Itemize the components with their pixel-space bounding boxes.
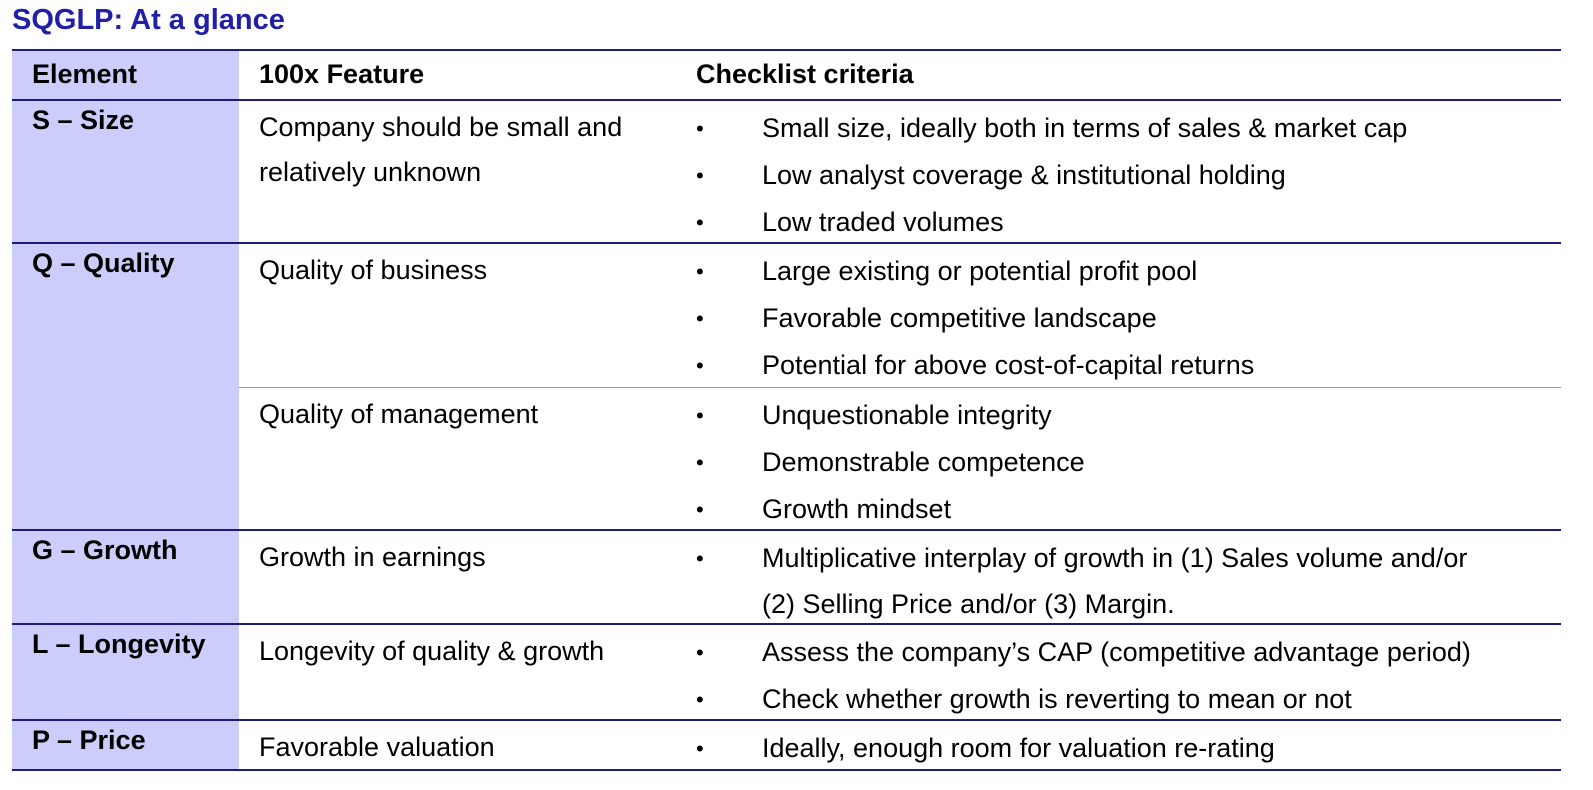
table-row-quality: Quality of business • Large existing or p… — [12, 242, 1561, 529]
criteria-item: • Favorable competitive landscape — [696, 295, 1561, 342]
criteria-item: • Large existing or potential profit pool — [696, 248, 1561, 295]
bullet-icon: • — [696, 306, 704, 331]
bullet-icon: • — [696, 210, 704, 235]
criteria-text: Low analyst coverage & institutional hol… — [762, 160, 1286, 190]
criteria-item: • Check whether growth is reverting to me… — [696, 676, 1561, 723]
criteria-list: • Small size, ideally both in terms of sa… — [696, 105, 1561, 246]
bullet-icon: • — [696, 163, 704, 188]
row-content-area: Company should be small and relatively u… — [239, 101, 1561, 242]
row-content-area: Favorable valuation • Ideally, enough roo… — [239, 721, 1561, 769]
criteria-list: • Assess the company’s CAP (competitive a… — [696, 629, 1561, 723]
criteria-list: • Unquestionable integrity • Demonstrable … — [696, 392, 1561, 533]
element-label: P – Price — [32, 725, 146, 755]
table-row-size: Company should be small and relatively u… — [12, 99, 1561, 242]
criteria-item: • Growth mindset — [696, 486, 1561, 533]
criteria-text: Check whether growth is reverting to mea… — [762, 684, 1352, 714]
bullet-icon: • — [696, 403, 704, 428]
criteria-item: • Multiplicative interplay of growth in (… — [696, 535, 1476, 627]
element-label: Q – Quality — [32, 248, 175, 278]
feature-text: Quality of management — [259, 399, 539, 429]
element-label: S – Size — [32, 105, 135, 135]
criteria-text: Ideally, enough room for valuation re-ra… — [762, 733, 1275, 763]
feature-text: Growth in earnings — [259, 542, 486, 572]
bullet-icon: • — [696, 546, 704, 571]
table-row-growth: Growth in earnings • Multiplicative inter… — [12, 529, 1561, 623]
criteria-item: • Potential for above cost-of-capital ret… — [696, 342, 1561, 389]
header-criteria: Checklist criteria — [696, 59, 914, 89]
header-element: Element — [32, 59, 138, 89]
criteria-item: • Low traded volumes — [696, 199, 1561, 246]
bullet-icon: • — [696, 116, 704, 141]
header-feature: 100x Feature — [259, 59, 425, 89]
criteria-text: Growth mindset — [762, 494, 952, 524]
criteria-text: Low traded volumes — [762, 207, 1004, 237]
header-content-area — [239, 51, 1561, 99]
feature-text: Quality of business — [259, 255, 488, 285]
criteria-item: • Unquestionable integrity — [696, 392, 1561, 439]
criteria-list: • Multiplicative interplay of growth in (… — [696, 535, 1561, 627]
row-content-area: Growth in earnings • Multiplicative inter… — [239, 531, 1561, 623]
sqglp-table: Element 100x Feature Checklist criteria … — [12, 49, 1561, 771]
criteria-item: • Low analyst coverage & institutional ho… — [696, 152, 1561, 199]
table-header-row: Element 100x Feature Checklist criteria — [12, 51, 1561, 99]
bullet-icon: • — [696, 736, 704, 761]
bullet-icon: • — [696, 687, 704, 712]
element-label: G – Growth — [32, 535, 178, 565]
table-row-longevity: Longevity of quality & growth • Assess th… — [12, 623, 1561, 719]
feature-text: Company should be small and relatively u… — [259, 112, 623, 187]
row-content-area: Quality of business • Large existing or p… — [239, 244, 1561, 529]
row-content-area: Longevity of quality & growth • Assess th… — [239, 625, 1561, 719]
element-label: L – Longevity — [32, 629, 206, 659]
criteria-list: • Large existing or potential profit pool… — [696, 248, 1561, 389]
bullet-icon: • — [696, 450, 704, 475]
criteria-item: • Demonstrable competence — [696, 439, 1561, 486]
criteria-text: Unquestionable integrity — [762, 400, 1052, 430]
feature-text: Favorable valuation — [259, 732, 495, 762]
bullet-icon: • — [696, 497, 704, 522]
criteria-list: • Ideally, enough room for valuation re-r… — [696, 725, 1561, 772]
table-top-rule — [12, 49, 1561, 51]
criteria-text: Large existing or potential profit pool — [762, 256, 1198, 286]
bullet-icon: • — [696, 259, 704, 284]
criteria-text: Assess the company’s CAP (competitive ad… — [762, 637, 1471, 667]
criteria-text: Favorable competitive landscape — [762, 303, 1157, 333]
criteria-text: Potential for above cost-of-capital retu… — [762, 350, 1255, 380]
criteria-text: Multiplicative interplay of growth in (1… — [762, 543, 1468, 619]
criteria-item: • Small size, ideally both in terms of sa… — [696, 105, 1561, 152]
page-title: SQGLP: At a glance — [12, 4, 285, 36]
row-divider — [239, 387, 1561, 388]
criteria-text: Demonstrable competence — [762, 447, 1085, 477]
bullet-icon: • — [696, 640, 704, 665]
bullet-icon: • — [696, 353, 704, 378]
table-row-price: Favorable valuation • Ideally, enough roo… — [12, 719, 1561, 771]
feature-text: Longevity of quality & growth — [259, 636, 605, 666]
criteria-item: • Assess the company’s CAP (competitive a… — [696, 629, 1561, 676]
criteria-item: • Ideally, enough room for valuation re-r… — [696, 725, 1561, 772]
criteria-text: Small size, ideally both in terms of sal… — [762, 113, 1408, 143]
